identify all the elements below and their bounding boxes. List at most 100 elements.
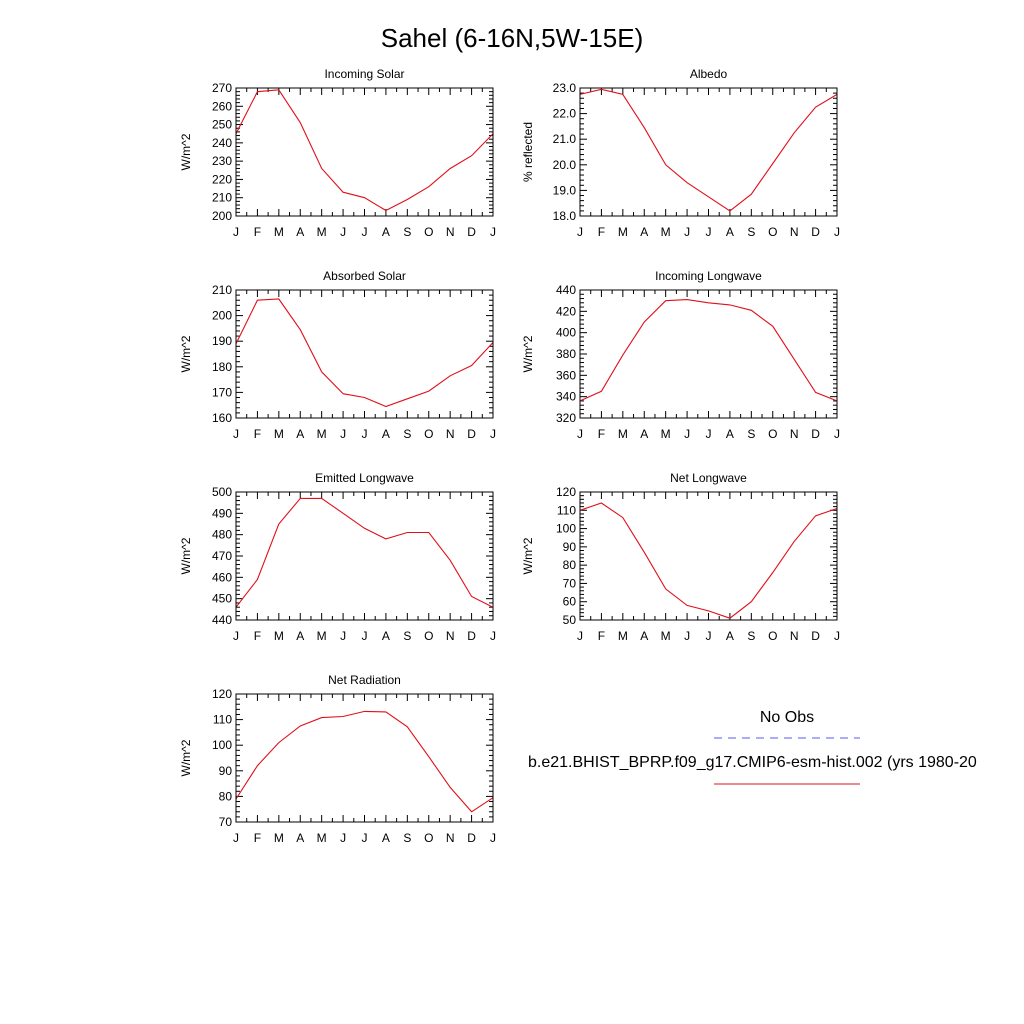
series-line xyxy=(235,710,494,813)
x-tick-label: J xyxy=(684,629,690,643)
panel-title: Absorbed Solar xyxy=(323,269,406,283)
x-tick-label: M xyxy=(317,225,327,239)
y-axis-label: W/m^2 xyxy=(521,335,535,372)
y-tick-label: 180 xyxy=(212,360,232,374)
x-tick-label: J xyxy=(233,427,239,441)
y-tick-label: 500 xyxy=(212,485,232,499)
x-tick-label: O xyxy=(424,225,433,239)
x-tick-label: D xyxy=(811,427,820,441)
x-tick-label: F xyxy=(254,629,261,643)
y-tick-label: 250 xyxy=(212,118,232,132)
x-tick-label: F xyxy=(254,831,261,845)
y-tick-label: 60 xyxy=(563,595,577,609)
x-tick-label: J xyxy=(706,225,712,239)
x-tick-label: J xyxy=(577,629,583,643)
y-tick-label: 340 xyxy=(556,390,576,404)
y-tick-label: 70 xyxy=(219,815,233,829)
y-tick-label: 320 xyxy=(556,411,576,425)
y-tick-label: 100 xyxy=(556,522,576,536)
x-tick-label: J xyxy=(340,629,346,643)
x-tick-label: J xyxy=(340,831,346,845)
y-tick-label: 160 xyxy=(212,411,232,425)
series-line xyxy=(579,88,838,212)
y-tick-label: 50 xyxy=(563,613,577,627)
x-tick-label: D xyxy=(811,629,820,643)
plot-frame xyxy=(579,491,838,621)
x-tick-label: S xyxy=(403,225,411,239)
y-tick-label: 470 xyxy=(212,549,232,563)
legend: No Obs b.e21.BHIST_BPRP.f09_g17.CMIP6-es… xyxy=(528,709,977,785)
x-tick-label: O xyxy=(424,629,433,643)
x-tick-label: O xyxy=(424,427,433,441)
panel-title: Net Radiation xyxy=(328,673,401,687)
x-tick-label: M xyxy=(317,427,327,441)
plot-frame xyxy=(235,87,494,217)
y-tick-label: 360 xyxy=(556,368,576,382)
x-tick-label: A xyxy=(382,427,390,441)
x-tick-label: J xyxy=(490,629,496,643)
y-tick-label: 240 xyxy=(212,136,232,150)
x-tick-label: A xyxy=(726,225,734,239)
y-tick-label: 21.0 xyxy=(553,132,577,146)
x-tick-label: M xyxy=(661,427,671,441)
x-tick-label: F xyxy=(254,225,261,239)
x-tick-label: M xyxy=(317,629,327,643)
x-tick-label: O xyxy=(768,629,777,643)
x-tick-label: A xyxy=(640,427,648,441)
y-axis-label: W/m^2 xyxy=(179,335,193,372)
y-tick-label: 19.0 xyxy=(553,183,577,197)
x-tick-label: J xyxy=(233,629,239,643)
x-tick-label: A xyxy=(296,831,304,845)
x-tick-label: O xyxy=(768,225,777,239)
x-tick-label: M xyxy=(317,831,327,845)
x-tick-label: M xyxy=(618,629,628,643)
plot-frame xyxy=(235,491,494,621)
y-tick-label: 120 xyxy=(212,687,232,701)
x-tick-label: N xyxy=(790,629,799,643)
x-tick-label: M xyxy=(274,831,284,845)
y-tick-label: 400 xyxy=(556,326,576,340)
x-tick-label: J xyxy=(362,225,368,239)
y-tick-label: 210 xyxy=(212,283,232,297)
y-tick-label: 190 xyxy=(212,334,232,348)
y-tick-label: 460 xyxy=(212,570,232,584)
y-tick-label: 200 xyxy=(212,209,232,223)
x-tick-label: J xyxy=(362,427,368,441)
x-tick-label: F xyxy=(598,629,605,643)
x-tick-label: S xyxy=(403,629,411,643)
x-tick-label: N xyxy=(446,629,455,643)
y-tick-label: 100 xyxy=(212,738,232,752)
x-tick-label: S xyxy=(747,225,755,239)
x-tick-label: N xyxy=(446,225,455,239)
x-tick-label: J xyxy=(340,427,346,441)
x-tick-label: J xyxy=(706,629,712,643)
y-axis-label: W/m^2 xyxy=(179,537,193,574)
x-tick-label: A xyxy=(296,225,304,239)
panel-title: Incoming Longwave xyxy=(655,269,762,283)
y-tick-label: 440 xyxy=(556,283,576,297)
y-tick-label: 80 xyxy=(563,558,577,572)
series-line xyxy=(235,497,494,608)
plot-frame xyxy=(235,693,494,823)
legend-model-label: b.e21.BHIST_BPRP.f09_g17.CMIP6-esm-hist.… xyxy=(528,754,977,771)
x-tick-label: A xyxy=(296,427,304,441)
y-tick-label: 22.0 xyxy=(553,107,577,121)
panel-title: Incoming Solar xyxy=(324,67,404,81)
x-tick-label: A xyxy=(296,629,304,643)
plot-frame xyxy=(579,289,838,419)
x-tick-label: S xyxy=(747,629,755,643)
y-tick-label: 90 xyxy=(219,764,233,778)
y-tick-label: 120 xyxy=(556,485,576,499)
x-tick-label: J xyxy=(684,225,690,239)
x-tick-label: A xyxy=(640,225,648,239)
x-tick-label: F xyxy=(598,225,605,239)
x-tick-label: M xyxy=(274,427,284,441)
y-tick-label: 230 xyxy=(212,154,232,168)
x-tick-label: J xyxy=(706,427,712,441)
x-tick-label: J xyxy=(490,831,496,845)
